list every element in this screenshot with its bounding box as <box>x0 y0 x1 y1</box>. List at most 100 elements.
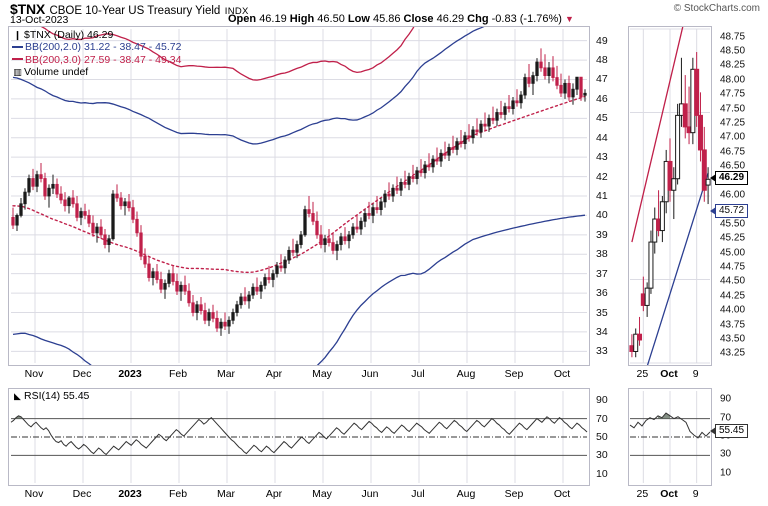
low-value: 45.86 <box>372 13 401 25</box>
zoom-y-tick-label: 47.75 <box>720 88 746 100</box>
main-rsi-chart[interactable]: ◣ RSI(14) 55.45 <box>8 388 590 486</box>
legend-volume: ▥ Volume undef <box>13 66 89 79</box>
rsi-x-tick-label: Mar <box>216 488 236 500</box>
source-attribution: © StockCharts.com <box>673 3 760 14</box>
change-label: Chg <box>467 13 489 25</box>
zoom-rsi-plot <box>629 391 711 483</box>
y-tick-label: 43 <box>596 151 608 164</box>
zoom-y-tick-label: 46.50 <box>720 160 746 172</box>
x-tick-label: Aug <box>456 368 476 380</box>
rsi-x-tick-label: Sep <box>504 488 524 500</box>
rsi-x-tick-label: Apr <box>265 488 283 500</box>
legend-bb2: BB(200,2.0) 31.22 - 38.47 - 45.72 <box>12 41 181 53</box>
symbol-description: CBOE 10-Year US Treasury Yield <box>49 5 221 17</box>
y-tick-label: 48 <box>596 54 608 67</box>
rsi-legend: ◣ RSI(14) 55.45 <box>12 390 89 402</box>
y-tick-label: 36 <box>596 287 608 300</box>
x-tick-label: Feb <box>168 368 188 380</box>
legend-price: ❙ $TNX (Daily) 46.29 <box>13 29 114 41</box>
y-tick-label: 41 <box>596 190 608 202</box>
x-tick-label: Sep <box>504 368 524 380</box>
legend-bb3: BB(200,3.0) 27.59 - 38.47 - 49.34 <box>12 54 181 66</box>
rsi-x-tick-label: Aug <box>456 488 476 500</box>
zoom-y-tick-label: 43.25 <box>720 347 746 359</box>
open-label: Open <box>228 13 257 25</box>
y-tick-label: 38 <box>596 248 608 261</box>
zoom-price-plot <box>629 27 711 365</box>
x-tick-label: Dec <box>72 368 92 380</box>
zoom-x-tick-label: 25 <box>636 368 649 380</box>
callout-arrow-icon <box>710 426 716 435</box>
x-tick-label: Oct <box>553 368 571 380</box>
rsi-y-tick-label: 90 <box>596 394 608 407</box>
ohlc-summary: Open 46.19 High 46.50 Low 45.86 Close 46… <box>228 13 574 25</box>
zoom-y-tick-label: 47.00 <box>720 131 746 143</box>
quote-date: 13-Oct-2023 <box>10 14 69 26</box>
exchange-label: INDX <box>224 6 249 17</box>
callout-arrow-icon <box>710 207 716 216</box>
callout-arrow-icon <box>710 174 716 183</box>
zoom-y-tick-label: 48.50 <box>720 45 746 57</box>
y-tick-label: 47 <box>596 73 608 86</box>
rsi-x-tick-label: Jun <box>361 488 379 500</box>
high-value: 46.50 <box>317 13 345 25</box>
close-value: 46.29 <box>436 13 465 25</box>
chart-header: $TNX CBOE 10-Year US Treasury Yield INDX… <box>0 0 768 26</box>
y-tick-label: 46 <box>596 92 608 105</box>
x-tick-label: 2023 <box>118 368 142 380</box>
zoom-y-tick-label: 46.75 <box>720 146 746 158</box>
zoom-y-tick-label: 44.50 <box>720 275 746 287</box>
rsi-x-tick-label: Oct <box>553 488 571 500</box>
main-rsi-y-axis: 90 70 50 30 10 <box>591 388 625 486</box>
zoom-rsi-y-tick-label: 90 <box>720 393 732 405</box>
zoom-price-chart[interactable] <box>628 26 712 366</box>
y-tick-label: 49 <box>596 34 608 47</box>
zoom-y-tick-label: 44.00 <box>720 304 746 316</box>
y-tick-label: 42 <box>596 170 608 183</box>
zoom-y-tick-label: 44.75 <box>720 261 746 273</box>
zoom-rsi-x-tick-label: 25 <box>636 488 649 500</box>
zoom-rsi-y-tick-label: 30 <box>720 448 732 460</box>
y-tick-label: 40 <box>596 209 608 222</box>
zoom-y-tick-label: 47.25 <box>720 117 746 129</box>
x-tick-label: Apr <box>265 368 283 380</box>
change-value: -0.83 (-1.76%) <box>491 13 562 25</box>
y-tick-label: 44 <box>596 131 608 144</box>
zoom-rsi-x-tick-label: 9 <box>692 488 699 500</box>
low-label: Low <box>347 13 370 25</box>
zoom-y-tick-label: 43.75 <box>720 319 746 331</box>
x-tick-label: Nov <box>24 368 44 380</box>
zoom-y-tick-label: 45.50 <box>720 218 746 230</box>
main-price-x-axis: Nov Dec 2023 Feb Mar Apr May Jun Jul Aug Sep Oct <box>8 366 590 384</box>
zoom-rsi-y-axis: 907050301055.45 <box>710 388 768 486</box>
y-tick-label: 35 <box>596 306 608 319</box>
high-label: High <box>289 13 315 25</box>
y-tick-label: 37 <box>596 267 608 280</box>
open-value: 46.19 <box>259 13 287 25</box>
zoom-x-tick-label: Oct <box>660 368 678 380</box>
zoom-y-tick-label: 48.00 <box>720 74 746 86</box>
change-down-triangle-icon: ▼ <box>565 14 574 24</box>
zoom-rsi-chart[interactable] <box>628 388 712 486</box>
rsi-x-tick-label: Jul <box>411 488 425 500</box>
rsi-x-tick-label: May <box>312 488 332 500</box>
main-price-chart[interactable]: ❙ $TNX (Daily) 46.29 BB(200,2.0) 31.22 - … <box>8 26 590 366</box>
main-rsi-plot <box>10 391 588 483</box>
rsi-x-tick-label: 2023 <box>118 488 142 500</box>
zoom-y-tick-label: 46.00 <box>720 189 746 201</box>
price-callout: 46.29 <box>710 171 749 186</box>
zoom-price-y-axis: 48.75 48.50 48.25 48.00 47.75 47.50 47.25 47.00… <box>710 26 768 366</box>
close-label: Close <box>403 13 434 25</box>
zoom-rsi-x-axis: 25 Oct 9 <box>628 486 712 504</box>
y-tick-label: 45 <box>596 112 608 125</box>
main-price-y-axis: 33 34 35 36 37 38 39 40 41 42 43 44 45 46 47 48 49 <box>591 26 625 366</box>
zoom-y-tick-label: 44.25 <box>720 290 746 302</box>
bb2-upper-callout: 45.72 <box>710 204 749 219</box>
y-tick-label: 39 <box>596 228 608 241</box>
symbol-label: $TNX <box>10 1 45 17</box>
zoom-y-tick-label: 48.25 <box>720 59 746 71</box>
zoom-rsi-x-tick-label: Oct <box>660 488 678 500</box>
y-tick-label: 33 <box>596 345 608 358</box>
rsi-y-tick-label: 50 <box>596 431 608 443</box>
x-tick-label: Jun <box>361 368 379 380</box>
